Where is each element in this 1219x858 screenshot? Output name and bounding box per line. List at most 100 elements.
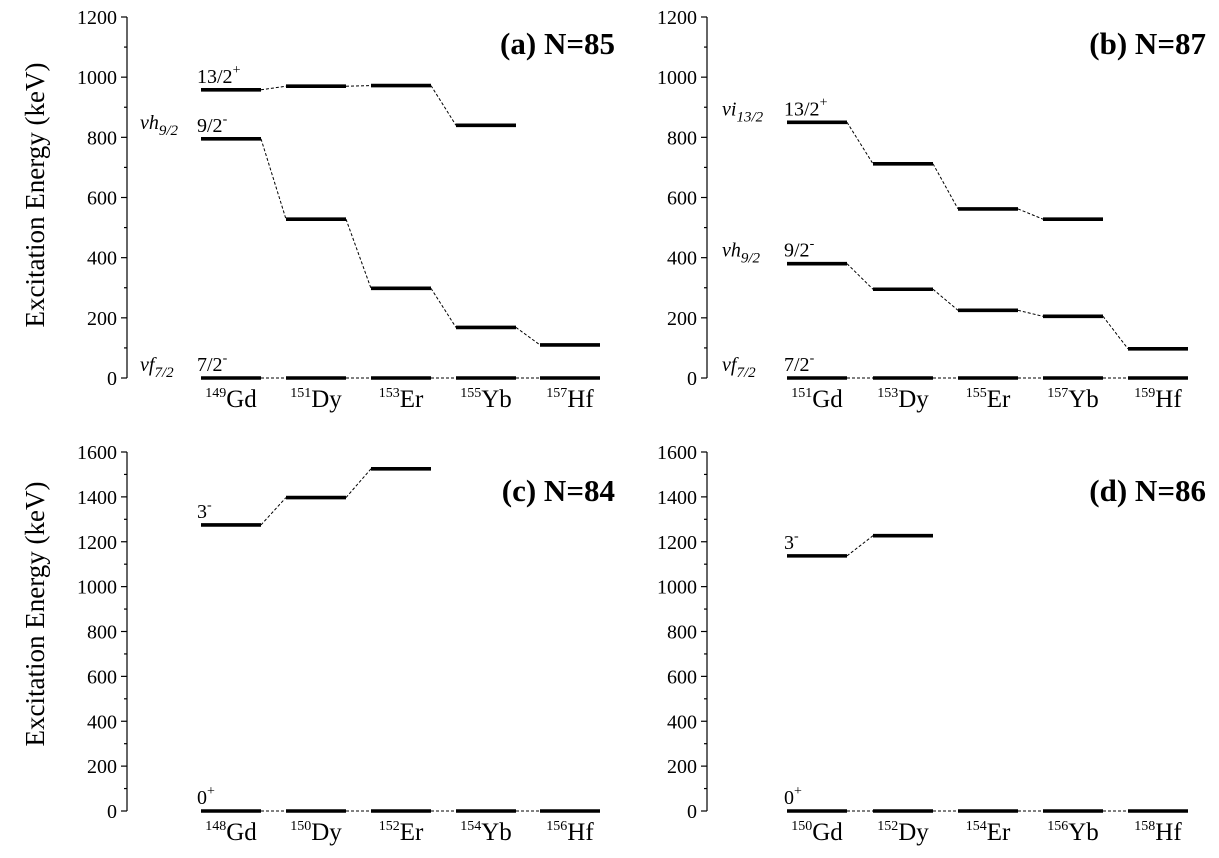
- isotope-mass: 155: [460, 386, 481, 401]
- isotope-mass: 152: [379, 819, 400, 834]
- config-label: vi13/2: [722, 98, 764, 125]
- config-orbital: vi: [722, 98, 736, 120]
- y-tick-label: 1000: [77, 67, 117, 89]
- panel-2: 0 200 400 600 800 1000 1200 1400 1600 (c) N=84 148…: [77, 442, 615, 846]
- config-label: vh9/2: [722, 240, 761, 267]
- level-connector: [345, 85, 372, 87]
- isotope-label: 156Yb: [1047, 819, 1099, 846]
- isotope-label: 150Gd: [791, 819, 843, 846]
- isotope-label: 149Gd: [205, 386, 257, 413]
- isotope-element: Dy: [898, 386, 929, 413]
- y-tick-label: 400: [667, 711, 697, 733]
- spin-value: 7/2: [784, 354, 810, 376]
- level-connector: [345, 218, 372, 289]
- spin-value: 13/2: [197, 66, 233, 88]
- isotope-element: Er: [400, 386, 424, 413]
- isotope-label: 151Dy: [290, 386, 342, 413]
- spin-parity-label: 0+: [784, 784, 802, 809]
- spin-value: 0: [197, 787, 207, 809]
- y-tick-label: 200: [87, 756, 117, 778]
- level-connector: [846, 122, 874, 165]
- isotope-mass: 152: [877, 819, 898, 834]
- isotope-mass: 156: [546, 819, 567, 834]
- spin-parity-label: 3-: [197, 498, 212, 523]
- isotope-element: Er: [987, 819, 1011, 846]
- panel-3: 0 200 400 600 800 1000 1200 1400 1600 (d) N=86 150…: [657, 442, 1206, 846]
- config-orbital: vf: [140, 354, 157, 376]
- y-tick-label: 0: [687, 368, 697, 390]
- spin-value: 9/2: [197, 115, 223, 137]
- level-connector: [1102, 316, 1129, 350]
- isotope-mass: 151: [791, 386, 812, 401]
- level-connector: [345, 468, 372, 498]
- isotope-element: Hf: [1155, 386, 1182, 413]
- y-tick-label: 1400: [657, 487, 697, 509]
- level-connector: [515, 327, 541, 346]
- y-tick-label: 1200: [657, 532, 697, 554]
- isotope-mass: 153: [877, 386, 898, 401]
- isotope-label: 152Er: [379, 819, 424, 846]
- y-tick-label: 1200: [657, 7, 697, 29]
- isotope-label: 155Er: [966, 386, 1011, 413]
- y-tick-label: 1000: [77, 577, 117, 599]
- y-tick-label: 1200: [77, 7, 117, 29]
- isotope-label: 154Er: [966, 819, 1011, 846]
- y-tick-label: 200: [667, 756, 697, 778]
- isotope-label: 148Gd: [205, 819, 257, 846]
- isotope-label: 158Hf: [1134, 819, 1182, 846]
- y-tick-label: 600: [87, 188, 117, 210]
- config-label: vh9/2: [140, 112, 179, 139]
- isotope-element: Hf: [567, 819, 594, 846]
- isotope-label: 154Yb: [460, 819, 512, 846]
- spin-parity-label: 13/2+: [784, 95, 828, 120]
- parity-sign: +: [820, 95, 828, 110]
- spin-parity-label: 13/2+: [197, 63, 241, 88]
- isotope-element: Gd: [812, 819, 843, 846]
- isotope-mass: 159: [1134, 386, 1155, 401]
- level-connector: [932, 163, 959, 210]
- panel-title: (d) N=86: [1089, 473, 1206, 508]
- isotope-mass: 157: [546, 386, 567, 401]
- y-tick-label: 0: [107, 801, 117, 823]
- isotope-mass: 149: [205, 386, 226, 401]
- isotope-mass: 156: [1047, 819, 1068, 834]
- spin-value: 0: [784, 787, 794, 809]
- config-subscript: 9/2: [741, 251, 761, 267]
- y-tick-label: 1000: [657, 577, 697, 599]
- parity-sign: -: [207, 498, 212, 513]
- spin-parity-label: 0+: [197, 784, 215, 809]
- isotope-mass: 154: [966, 819, 987, 834]
- spin-value: 7/2: [197, 354, 223, 376]
- y-tick-label: 800: [667, 127, 697, 149]
- isotope-label: 157Hf: [546, 386, 594, 413]
- y-tick-label: 1600: [77, 442, 117, 464]
- isotope-label: 153Er: [379, 386, 424, 413]
- y-tick-label: 1000: [657, 67, 697, 89]
- parity-sign: -: [794, 529, 799, 544]
- config-subscript: 9/2: [159, 123, 179, 139]
- parity-sign: +: [794, 784, 802, 799]
- isotope-label: 155Yb: [460, 386, 512, 413]
- level-connector: [430, 288, 457, 328]
- parity-sign: -: [223, 351, 228, 366]
- isotope-element: Yb: [481, 819, 512, 846]
- level-connector: [430, 85, 457, 126]
- y-tick-label: 200: [667, 308, 697, 330]
- level-connector: [1017, 208, 1044, 220]
- isotope-element: Gd: [226, 386, 257, 413]
- isotope-element: Gd: [226, 819, 257, 846]
- level-connector: [1017, 309, 1044, 317]
- config-subscript: 13/2: [736, 109, 763, 125]
- isotope-element: Yb: [1068, 386, 1099, 413]
- spin-parity-label: 7/2-: [197, 351, 228, 376]
- isotope-element: Dy: [311, 386, 342, 413]
- spin-value: 3: [784, 532, 794, 554]
- isotope-mass: 157: [1047, 386, 1068, 401]
- y-tick-label: 400: [87, 248, 117, 270]
- panel-title: (b) N=87: [1089, 26, 1206, 61]
- level-connector: [260, 85, 287, 91]
